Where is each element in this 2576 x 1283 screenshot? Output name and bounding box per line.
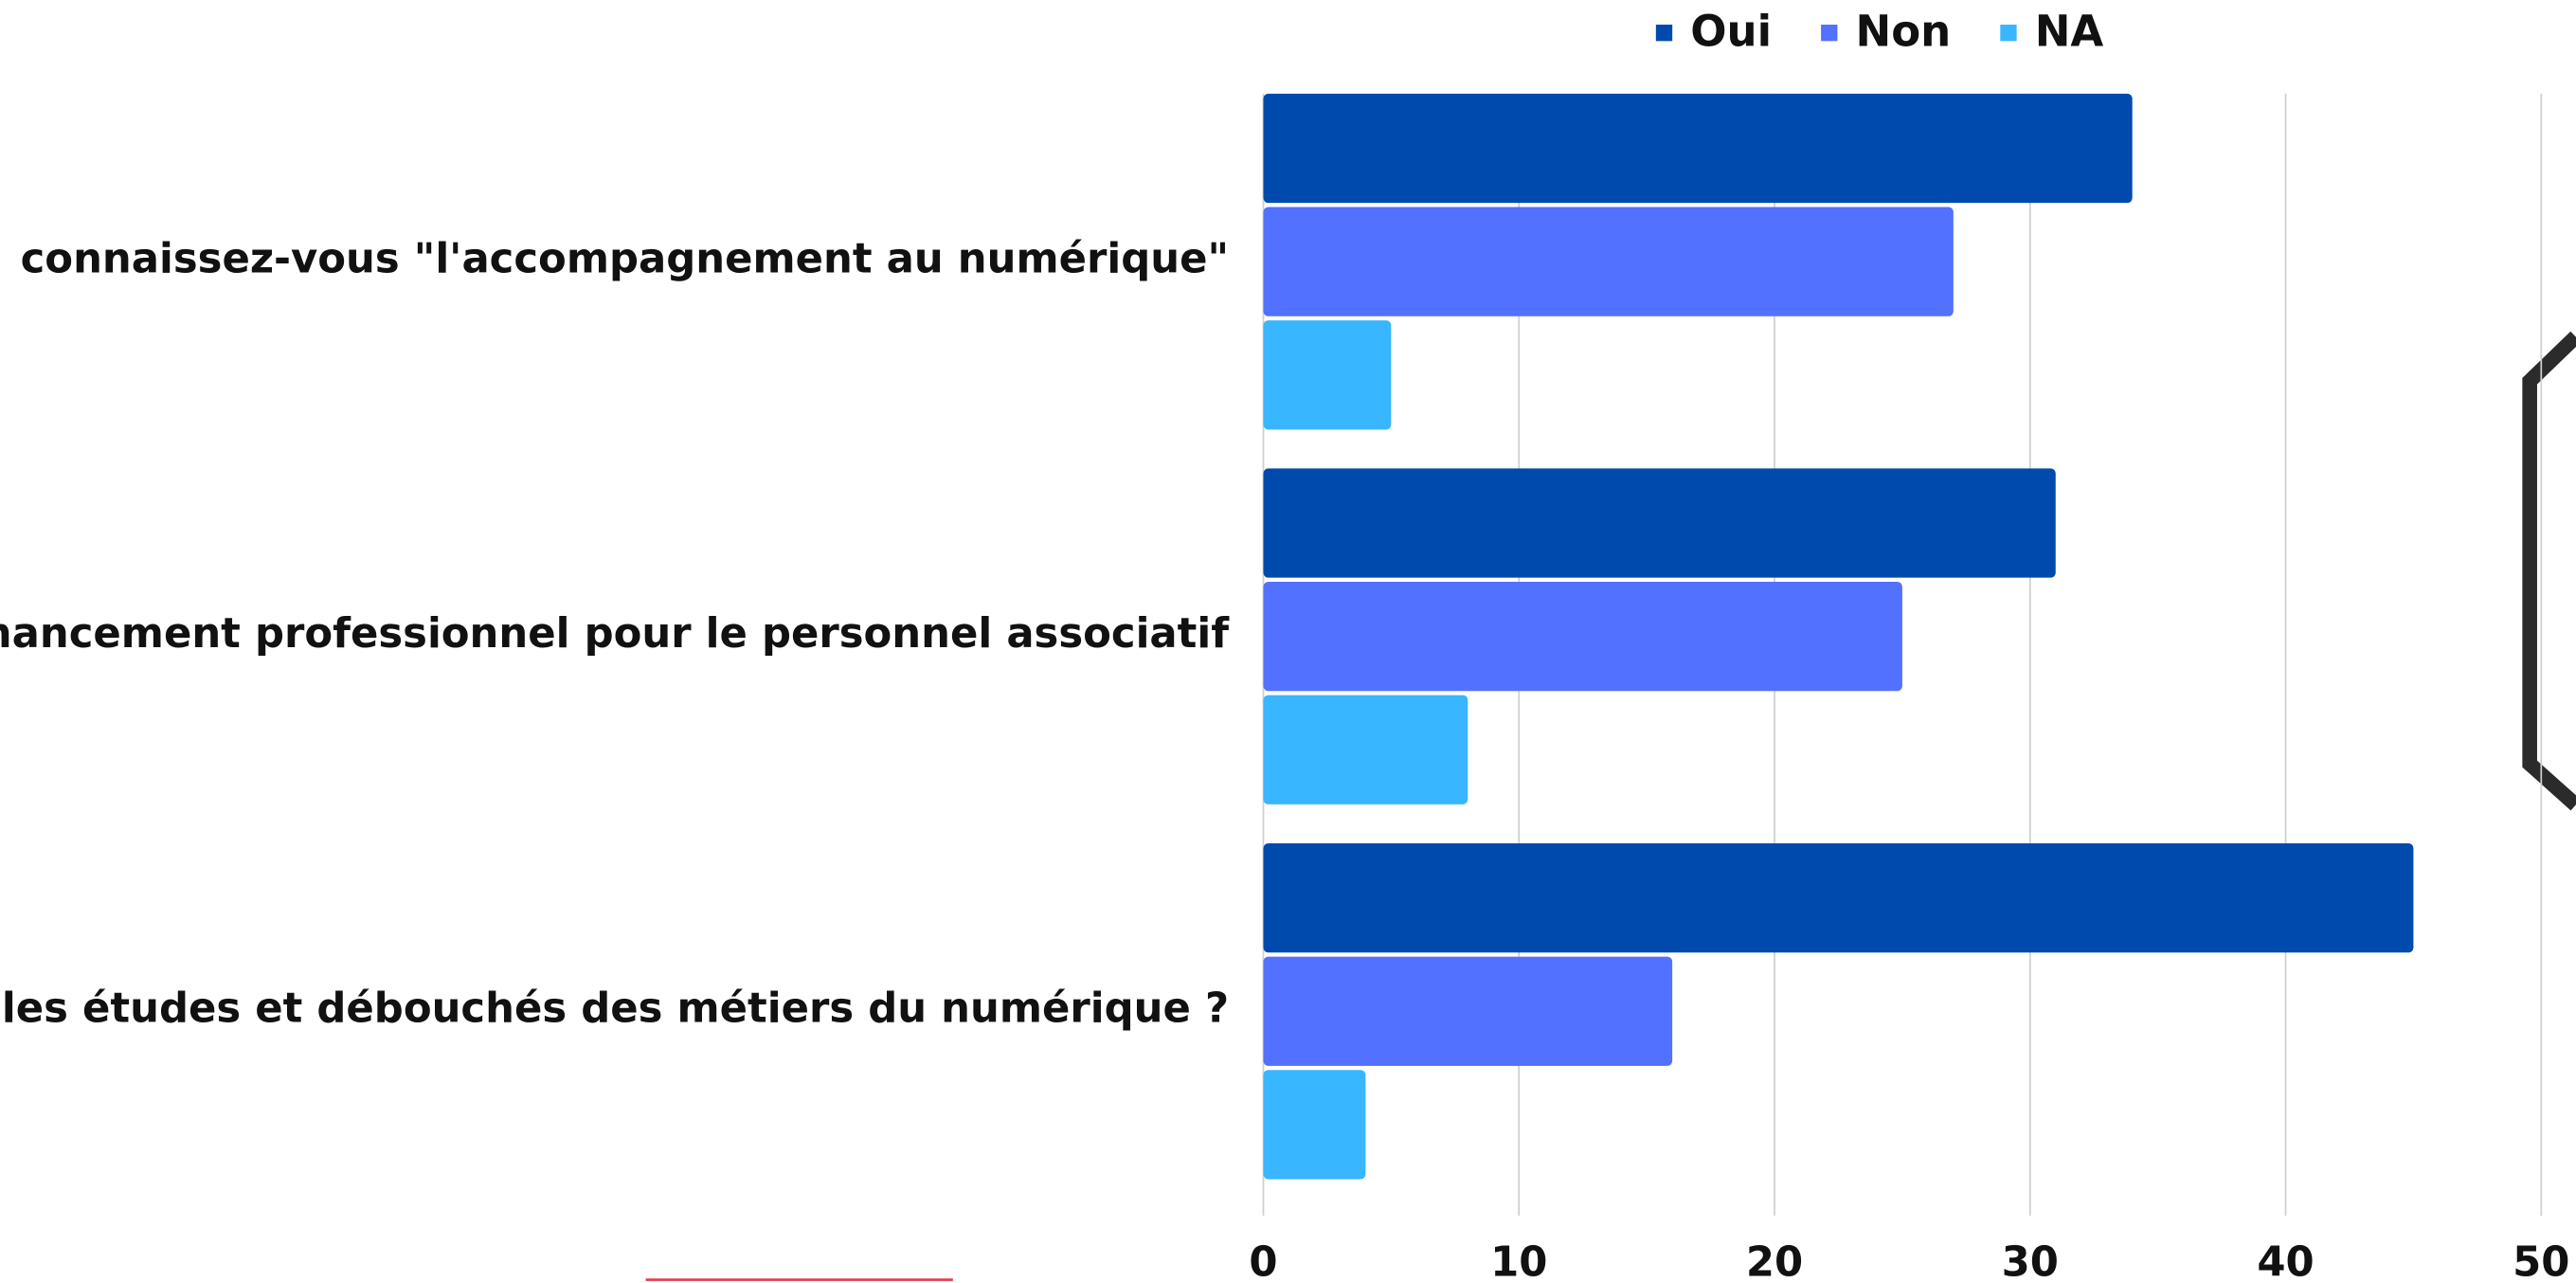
bar: [1263, 582, 1902, 692]
x-tick-label: 10: [1490, 1238, 1547, 1283]
y-tick-label: s les études et débouchés des métiers du…: [0, 985, 1229, 1033]
x-tick-label: 0: [1249, 1238, 1277, 1283]
bar: [1263, 207, 1954, 316]
y-tick-label: nancement professionnel pour le personne…: [0, 610, 1230, 658]
x-tick-label: 40: [2257, 1238, 2314, 1283]
bar: [1263, 468, 2056, 578]
legend-label: Oui: [1690, 6, 1772, 56]
decoration: [645, 331, 2576, 1281]
bar: [1263, 320, 1392, 430]
bar: [1263, 1070, 1366, 1180]
bar: [1263, 956, 1673, 1066]
x-tick-label: 50: [2513, 1238, 2569, 1283]
bar: [1263, 93, 2133, 204]
x-tick-label: 20: [1746, 1238, 1803, 1283]
bar: [1263, 842, 2414, 953]
x-tick-label: 30: [2002, 1238, 2059, 1283]
legend-swatch: [1655, 25, 1673, 42]
legend-label: NA: [2035, 6, 2104, 56]
legend-swatch: [1821, 25, 1838, 42]
legend-label: Non: [1856, 6, 1952, 56]
bar: [1263, 695, 1468, 804]
legend-swatch: [2000, 25, 2017, 42]
y-tick-label: connaissez-vous "l'accompagnement au num…: [21, 236, 1229, 283]
